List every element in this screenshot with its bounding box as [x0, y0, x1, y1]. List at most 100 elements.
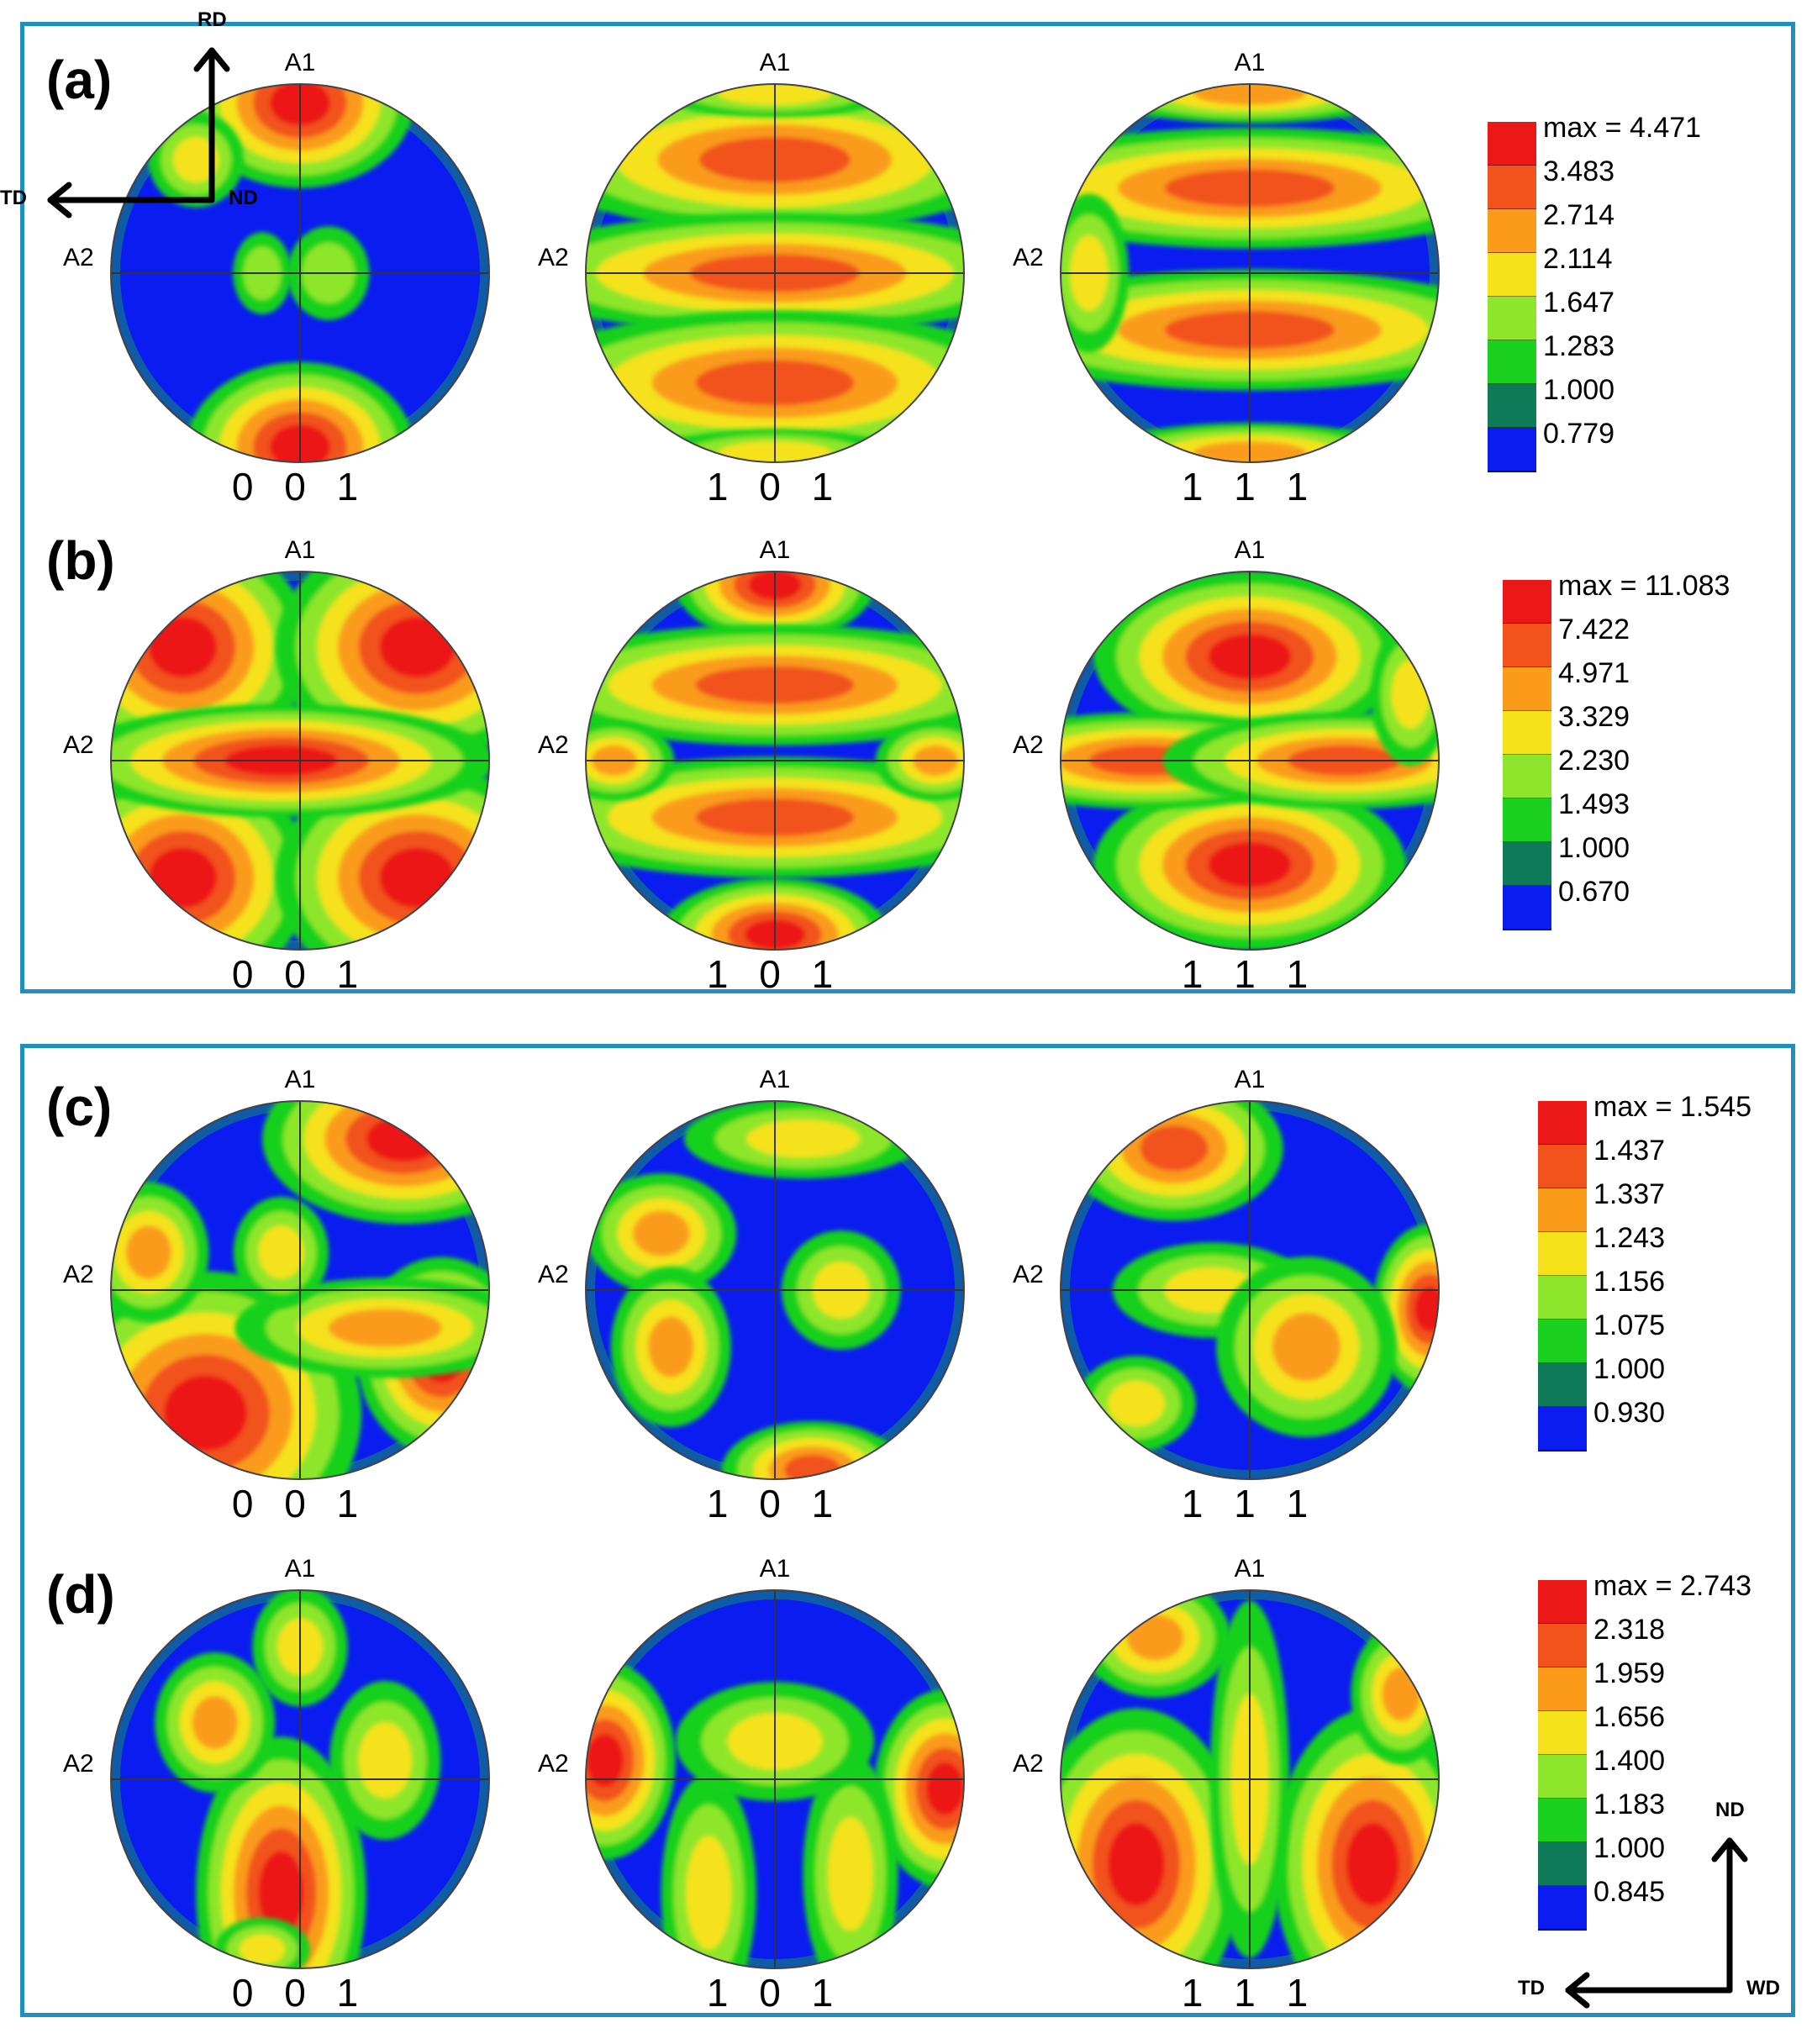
- legend-level-label: 1.000: [1558, 832, 1630, 864]
- axes-arrows: [47, 47, 230, 219]
- legend-swatch: [1488, 297, 1536, 341]
- miller-index-label: 1 0 1: [706, 952, 844, 996]
- miller-index-label: 0 0 1: [231, 952, 369, 996]
- panel-label: (c): [46, 1077, 113, 1137]
- axis-label-a1: A1: [759, 536, 791, 564]
- density-contour: [155, 1652, 276, 1793]
- pole-figure-001: A1 A2 0 0 1: [63, 536, 491, 1025]
- legend-swatch: [1488, 253, 1536, 298]
- panel-label: (a): [46, 50, 113, 110]
- legend-level-label: 3.483: [1543, 155, 1615, 187]
- legend-swatch: [1503, 842, 1551, 887]
- legend-level-label: 1.656: [1593, 1701, 1666, 1733]
- legend-swatch: [1488, 428, 1536, 472]
- pole-figure-plot: [110, 83, 490, 463]
- legend-level-label: 1.156: [1593, 1266, 1666, 1298]
- legend-swatch: [1538, 1711, 1587, 1756]
- legend-swatch: [1503, 580, 1551, 624]
- legend-level-label: 4.971: [1558, 657, 1630, 689]
- density-contour: [1372, 1224, 1439, 1394]
- legend-swatch: [1538, 1886, 1587, 1931]
- axis-label-left: TD: [1518, 1977, 1545, 1999]
- axis-label-up: ND: [1715, 1799, 1745, 1821]
- pole-figure-001: A1 A2 0 0 1: [63, 49, 491, 538]
- pole-figure-outline: [1060, 571, 1440, 951]
- axes-arrows: [1565, 1837, 1748, 2009]
- legend-swatch: [1503, 886, 1551, 930]
- density-contour: [803, 1754, 898, 1968]
- axis-label-corner: ND: [229, 187, 258, 209]
- miller-index-label: 1 1 1: [1181, 952, 1319, 996]
- pole-figure-plot: [585, 83, 965, 463]
- legend-swatch: [1538, 1407, 1587, 1451]
- legend-level-label: 0.670: [1558, 876, 1630, 908]
- legend-level-label: 1.283: [1543, 330, 1615, 362]
- pole-figure-outline: [110, 571, 490, 951]
- pole-figure-outline: [585, 83, 965, 463]
- axis-label-a2: A2: [63, 244, 94, 271]
- legend-level-label: 0.779: [1543, 418, 1615, 450]
- legend-swatch: [1538, 1320, 1587, 1364]
- pole-figure-111: A1 A2 1 1 1: [1013, 1066, 1441, 1555]
- legend-level-label: 0.845: [1593, 1876, 1666, 1908]
- miller-index-label: 1 1 1: [1181, 465, 1319, 508]
- miller-index-label: 0 0 1: [231, 1482, 369, 1525]
- legend-level-label: 1.493: [1558, 788, 1630, 820]
- pole-figure-outline: [1060, 83, 1440, 463]
- density-contour: [586, 1661, 676, 1860]
- miller-index-label: 1 0 1: [706, 1971, 844, 2015]
- axis-label-a1: A1: [1234, 1066, 1266, 1093]
- density-contour: [196, 1736, 366, 1968]
- axis-label-a2: A2: [538, 1750, 569, 1778]
- panel-label: (b): [46, 530, 115, 591]
- legend-level-label: 0.930: [1593, 1397, 1666, 1429]
- miller-index-label: 1 1 1: [1181, 1971, 1319, 2015]
- pole-figure-101: A1 A2 1 0 1: [538, 49, 966, 538]
- axis-label-a2: A2: [538, 731, 569, 759]
- legend-level-label: 1.243: [1593, 1222, 1666, 1254]
- miller-index-label: 0 0 1: [231, 1971, 369, 2015]
- density-contour: [1077, 1356, 1196, 1451]
- legend-max-label: max = 11.083: [1558, 570, 1730, 602]
- pole-figure-outline: [585, 571, 965, 951]
- legend-level-label: 3.329: [1558, 701, 1630, 733]
- legend-swatch: [1538, 1624, 1587, 1668]
- legend-swatch: [1538, 1580, 1587, 1625]
- pole-figure-outline: [110, 1100, 490, 1480]
- axis-label-a2: A2: [63, 1261, 94, 1288]
- pole-figure-plot: [585, 571, 965, 951]
- frame-top: [20, 22, 1795, 993]
- legend-level-label: 1.075: [1593, 1309, 1666, 1341]
- axis-label-a2: A2: [1013, 1750, 1044, 1778]
- pole-figure-plot: [1060, 1100, 1440, 1480]
- panel-label: (d): [46, 1564, 115, 1625]
- legend-max-label: max = 1.545: [1593, 1091, 1752, 1123]
- axis-label-a1: A1: [759, 1066, 791, 1093]
- legend-level-label: 2.230: [1558, 745, 1630, 777]
- legend-level-label: 1.000: [1593, 1353, 1666, 1385]
- density-contour: [610, 1267, 731, 1427]
- pole-figure-plot: [110, 1100, 490, 1480]
- pole-figure-outline: [110, 83, 490, 463]
- legend-swatch: [1503, 711, 1551, 756]
- density-contour: [233, 1196, 329, 1309]
- axis-label-a2: A2: [1013, 1261, 1044, 1288]
- axis-label-a2: A2: [1013, 731, 1044, 759]
- pole-figure-plot: [585, 1589, 965, 1969]
- pole-figure-001: A1 A2 0 0 1: [63, 1066, 491, 1555]
- axis-label-a2: A2: [538, 244, 569, 271]
- legend-swatch: [1538, 1276, 1587, 1320]
- density-contour: [1216, 1256, 1397, 1437]
- pole-figure-outline: [110, 1589, 490, 1969]
- legend-swatch: [1538, 1667, 1587, 1712]
- pole-figure-plot: [1060, 571, 1440, 951]
- legend-level-label: 7.422: [1558, 614, 1630, 645]
- pole-figure-101: A1 A2 1 0 1: [538, 536, 966, 1025]
- sample-axes: RD TD ND: [0, 0, 258, 219]
- pole-figure-outline: [1060, 1589, 1440, 1969]
- legend-swatch: [1503, 667, 1551, 712]
- legend-level-label: 1.400: [1593, 1745, 1666, 1777]
- legend-level-label: 1.337: [1593, 1178, 1666, 1210]
- legend-level-label: 2.114: [1543, 243, 1613, 275]
- legend-swatch: [1538, 1363, 1587, 1408]
